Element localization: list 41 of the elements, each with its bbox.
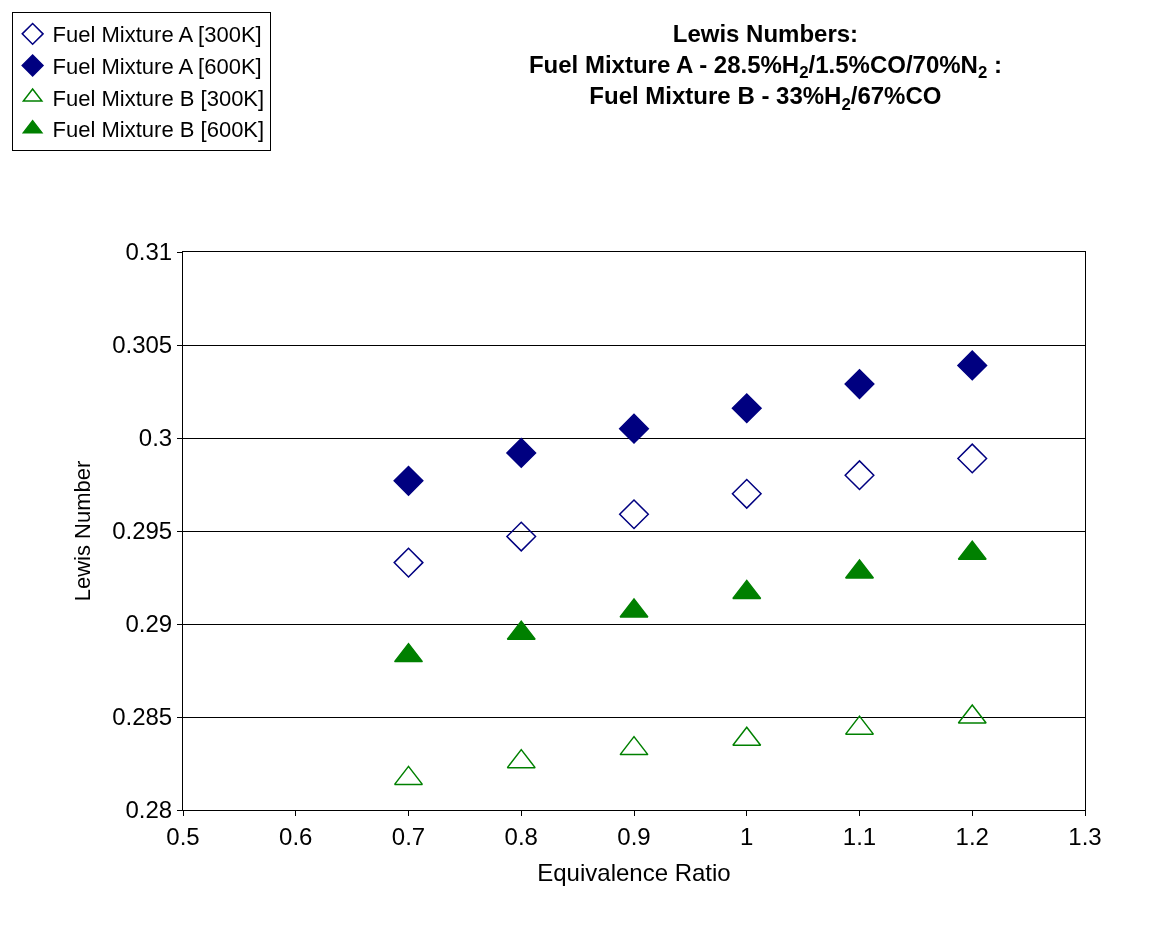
point <box>506 437 537 468</box>
point <box>732 579 762 600</box>
point <box>393 465 424 496</box>
point <box>731 393 762 424</box>
x-tick-label: 1.3 <box>1068 822 1102 850</box>
x-tick-label: 1.1 <box>842 822 877 850</box>
y-tick-label: 0.295 <box>112 517 173 545</box>
point <box>844 369 875 400</box>
legend-label: Fuel Mixture B [600K] <box>52 117 265 143</box>
point <box>957 443 988 474</box>
x-axis-title: Equivalence Ratio <box>537 859 731 887</box>
point <box>506 620 536 641</box>
chart-title: Lewis Numbers: Fuel Mixture A - 28.5%H$_{2}$/1.5%CO/70%N$_{2}$ : Fuel Mixture B - 33%H$_{2}$/67%CO <box>528 20 1002 114</box>
point <box>506 521 537 552</box>
legend-label: Fuel Mixture A [300K] <box>52 22 262 48</box>
x-tick-label: 0.5 <box>166 822 200 850</box>
legend-label: Fuel Mixture B [300K] <box>52 85 265 111</box>
point <box>732 726 762 747</box>
point <box>957 350 988 381</box>
x-tick-label: 0.6 <box>279 822 313 850</box>
point <box>393 547 424 578</box>
point <box>618 413 650 444</box>
point <box>506 748 536 769</box>
y-tick-label: 0.28 <box>125 796 173 824</box>
x-tick-label: 0.7 <box>391 822 426 850</box>
y-tick-label: 0.305 <box>112 331 173 359</box>
y-axis-title: Lewis Number <box>69 460 95 602</box>
legend-label: Fuel Mixture A [600K] <box>52 54 262 80</box>
point <box>844 460 875 491</box>
x-tick-label: 1.2 <box>955 822 989 850</box>
x-tick-label: 0.8 <box>504 822 538 850</box>
x-tick-label: 0.9 <box>617 822 651 850</box>
point <box>619 735 649 756</box>
y-tick-label: 0.29 <box>125 610 173 638</box>
point <box>957 540 987 561</box>
point <box>731 478 762 509</box>
point <box>618 499 650 530</box>
y-tick-label: 0.285 <box>112 703 173 731</box>
x-tick-label: 1 <box>740 822 754 850</box>
y-tick-label: 0.3 <box>138 424 173 452</box>
y-tick-label: 0.31 <box>125 238 173 266</box>
